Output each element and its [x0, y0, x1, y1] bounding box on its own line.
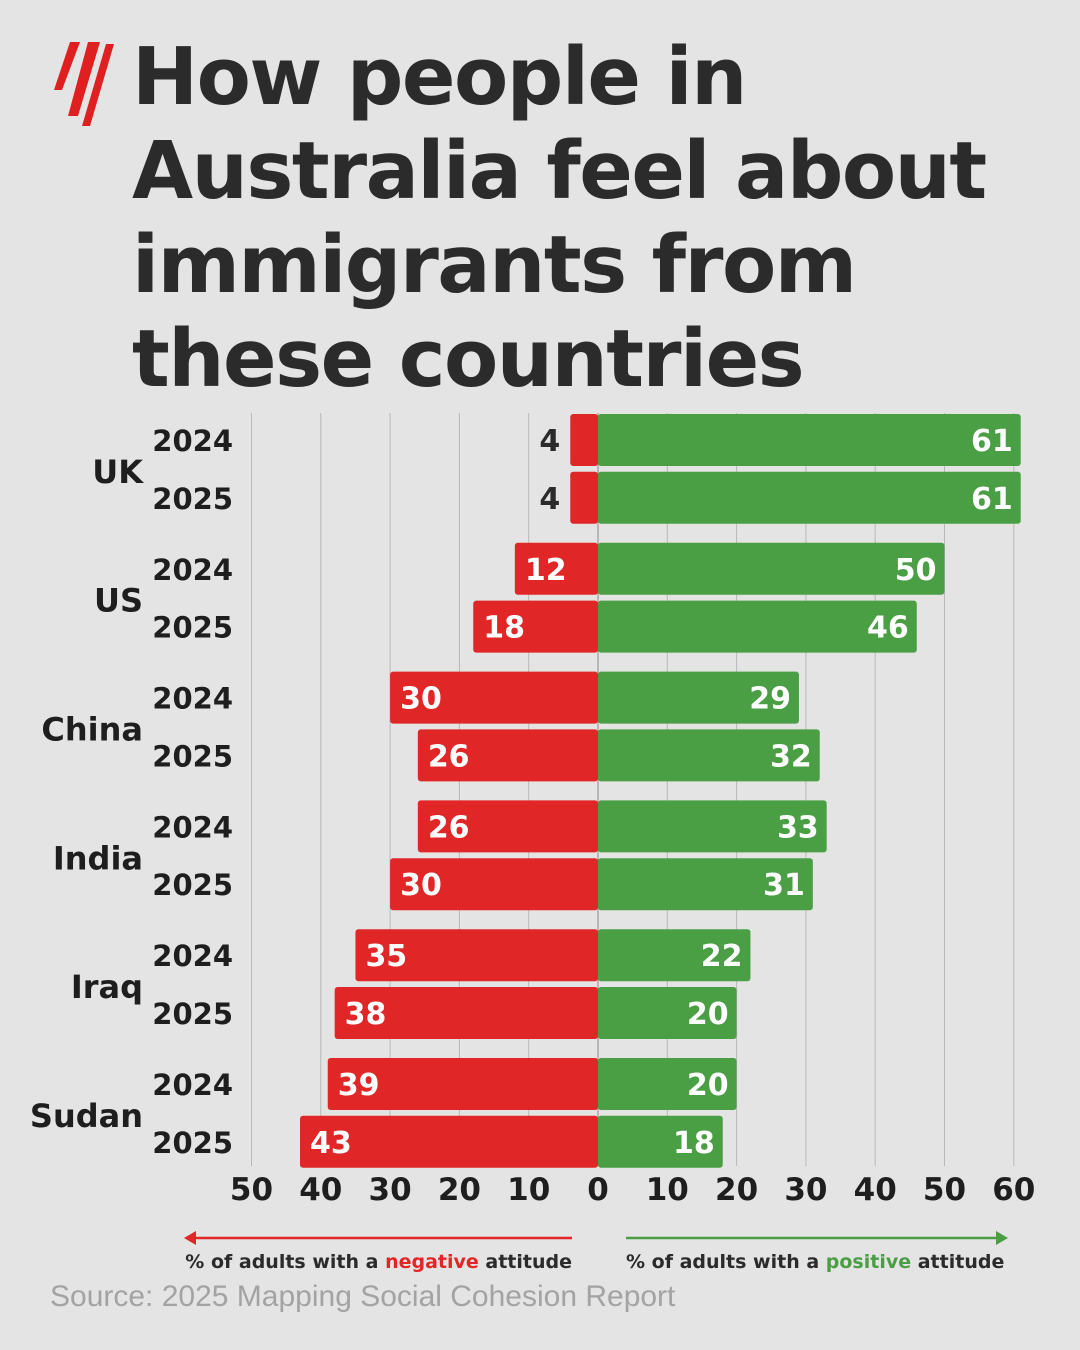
chart-title: How people in Australia feel about immig…: [132, 30, 1052, 406]
positive-bar: [598, 729, 820, 782]
positive-value-label: 20: [687, 997, 729, 1032]
title-line: immigrants from: [132, 219, 857, 311]
positive-bar: [598, 987, 737, 1039]
negative-value-label: 12: [525, 553, 567, 588]
negative-bar: [570, 414, 598, 466]
x-tick-label: 50: [923, 1172, 966, 1208]
country-label: Sudan: [30, 1097, 143, 1135]
year-label: 2025: [152, 739, 233, 773]
x-tick-label: 10: [507, 1172, 550, 1208]
x-tick-label: 60: [992, 1172, 1035, 1208]
positive-bar: [598, 858, 813, 911]
year-label: 2025: [152, 611, 233, 645]
positive-bar: [598, 542, 945, 595]
negative-arrow-head-icon: [184, 1231, 196, 1245]
x-tick-label: 30: [369, 1172, 412, 1208]
negative-bar: [300, 1115, 598, 1168]
positive-value-label: 32: [770, 739, 812, 774]
negative-value-label: 35: [365, 939, 407, 974]
negative-bar: [473, 600, 598, 653]
negative-value-label: 18: [483, 611, 525, 646]
negative-bar: [327, 1058, 598, 1110]
negative-bar: [417, 729, 598, 782]
positive-bar: [598, 800, 827, 853]
year-label: 2025: [152, 482, 233, 516]
positive-value-label: 61: [971, 424, 1013, 459]
positive-value-label: 61: [971, 482, 1013, 517]
positive-bar: [598, 929, 751, 982]
title-line: How people in: [132, 31, 747, 123]
negative-value-label: 43: [310, 1126, 352, 1161]
negative-bar: [417, 800, 598, 853]
x-tick-label: 40: [854, 1172, 897, 1208]
positive-arrow-head-icon: [996, 1231, 1008, 1245]
negative-value-label: 4: [539, 424, 560, 459]
positive-bar: [598, 671, 799, 724]
negative-value-label: 38: [345, 997, 387, 1032]
negative-value-label: 39: [338, 1068, 380, 1103]
year-label: 2024: [152, 810, 233, 844]
positive-value-label: 31: [763, 868, 805, 903]
positive-value-label: 46: [867, 611, 909, 646]
x-tick-label: 20: [438, 1172, 481, 1208]
positive-value-label: 22: [701, 939, 743, 974]
source-note: Source: 2025 Mapping Social Cohesion Rep…: [50, 1280, 676, 1313]
x-tick-label: 30: [784, 1172, 827, 1208]
year-label: 2025: [152, 1126, 233, 1160]
positive-bar: [598, 1115, 723, 1168]
year-label: 2024: [152, 939, 233, 973]
country-label: US: [94, 582, 143, 620]
positive-legend-label: % of adults with a positive attitude: [626, 1251, 1004, 1273]
negative-legend-label: % of adults with a negative attitude: [185, 1251, 572, 1273]
year-label: 2024: [152, 1068, 233, 1102]
x-tick-label: 0: [587, 1172, 609, 1208]
positive-bar: [598, 1058, 737, 1110]
year-label: 2024: [152, 424, 233, 458]
negative-bar: [390, 671, 598, 724]
country-label: UK: [92, 453, 144, 491]
positive-bar: [598, 414, 1021, 466]
year-label: 2025: [152, 997, 233, 1031]
positive-value-label: 20: [687, 1068, 729, 1103]
negative-value-label: 30: [400, 682, 442, 717]
year-label: 2024: [152, 553, 233, 587]
positive-value-label: 29: [749, 682, 791, 717]
positive-value-label: 50: [895, 553, 937, 588]
title-line: Australia feel about: [132, 125, 987, 217]
negative-value-label: 4: [539, 482, 560, 517]
negative-bar: [390, 858, 598, 911]
x-tick-label: 20: [715, 1172, 758, 1208]
positive-value-label: 18: [673, 1126, 715, 1161]
country-label: China: [41, 711, 143, 749]
positive-value-label: 33: [777, 810, 819, 845]
x-tick-label: 10: [646, 1172, 689, 1208]
title-line: these countries: [132, 313, 805, 405]
sbs-logo-icon: [54, 42, 114, 126]
positive-bar: [598, 471, 1021, 524]
year-label: 2024: [152, 682, 233, 716]
country-label: India: [53, 839, 143, 877]
negative-bar: [514, 542, 598, 595]
negative-bar: [334, 987, 598, 1039]
positive-bar: [598, 600, 917, 653]
negative-bar: [570, 471, 598, 524]
negative-bar: [355, 929, 598, 982]
negative-value-label: 26: [428, 739, 470, 774]
year-label: 2025: [152, 868, 233, 902]
x-tick-label: 40: [299, 1172, 342, 1208]
country-label: Iraq: [71, 968, 143, 1006]
x-tick-label: 50: [230, 1172, 273, 1208]
negative-value-label: 26: [428, 810, 470, 845]
negative-value-label: 30: [400, 868, 442, 903]
